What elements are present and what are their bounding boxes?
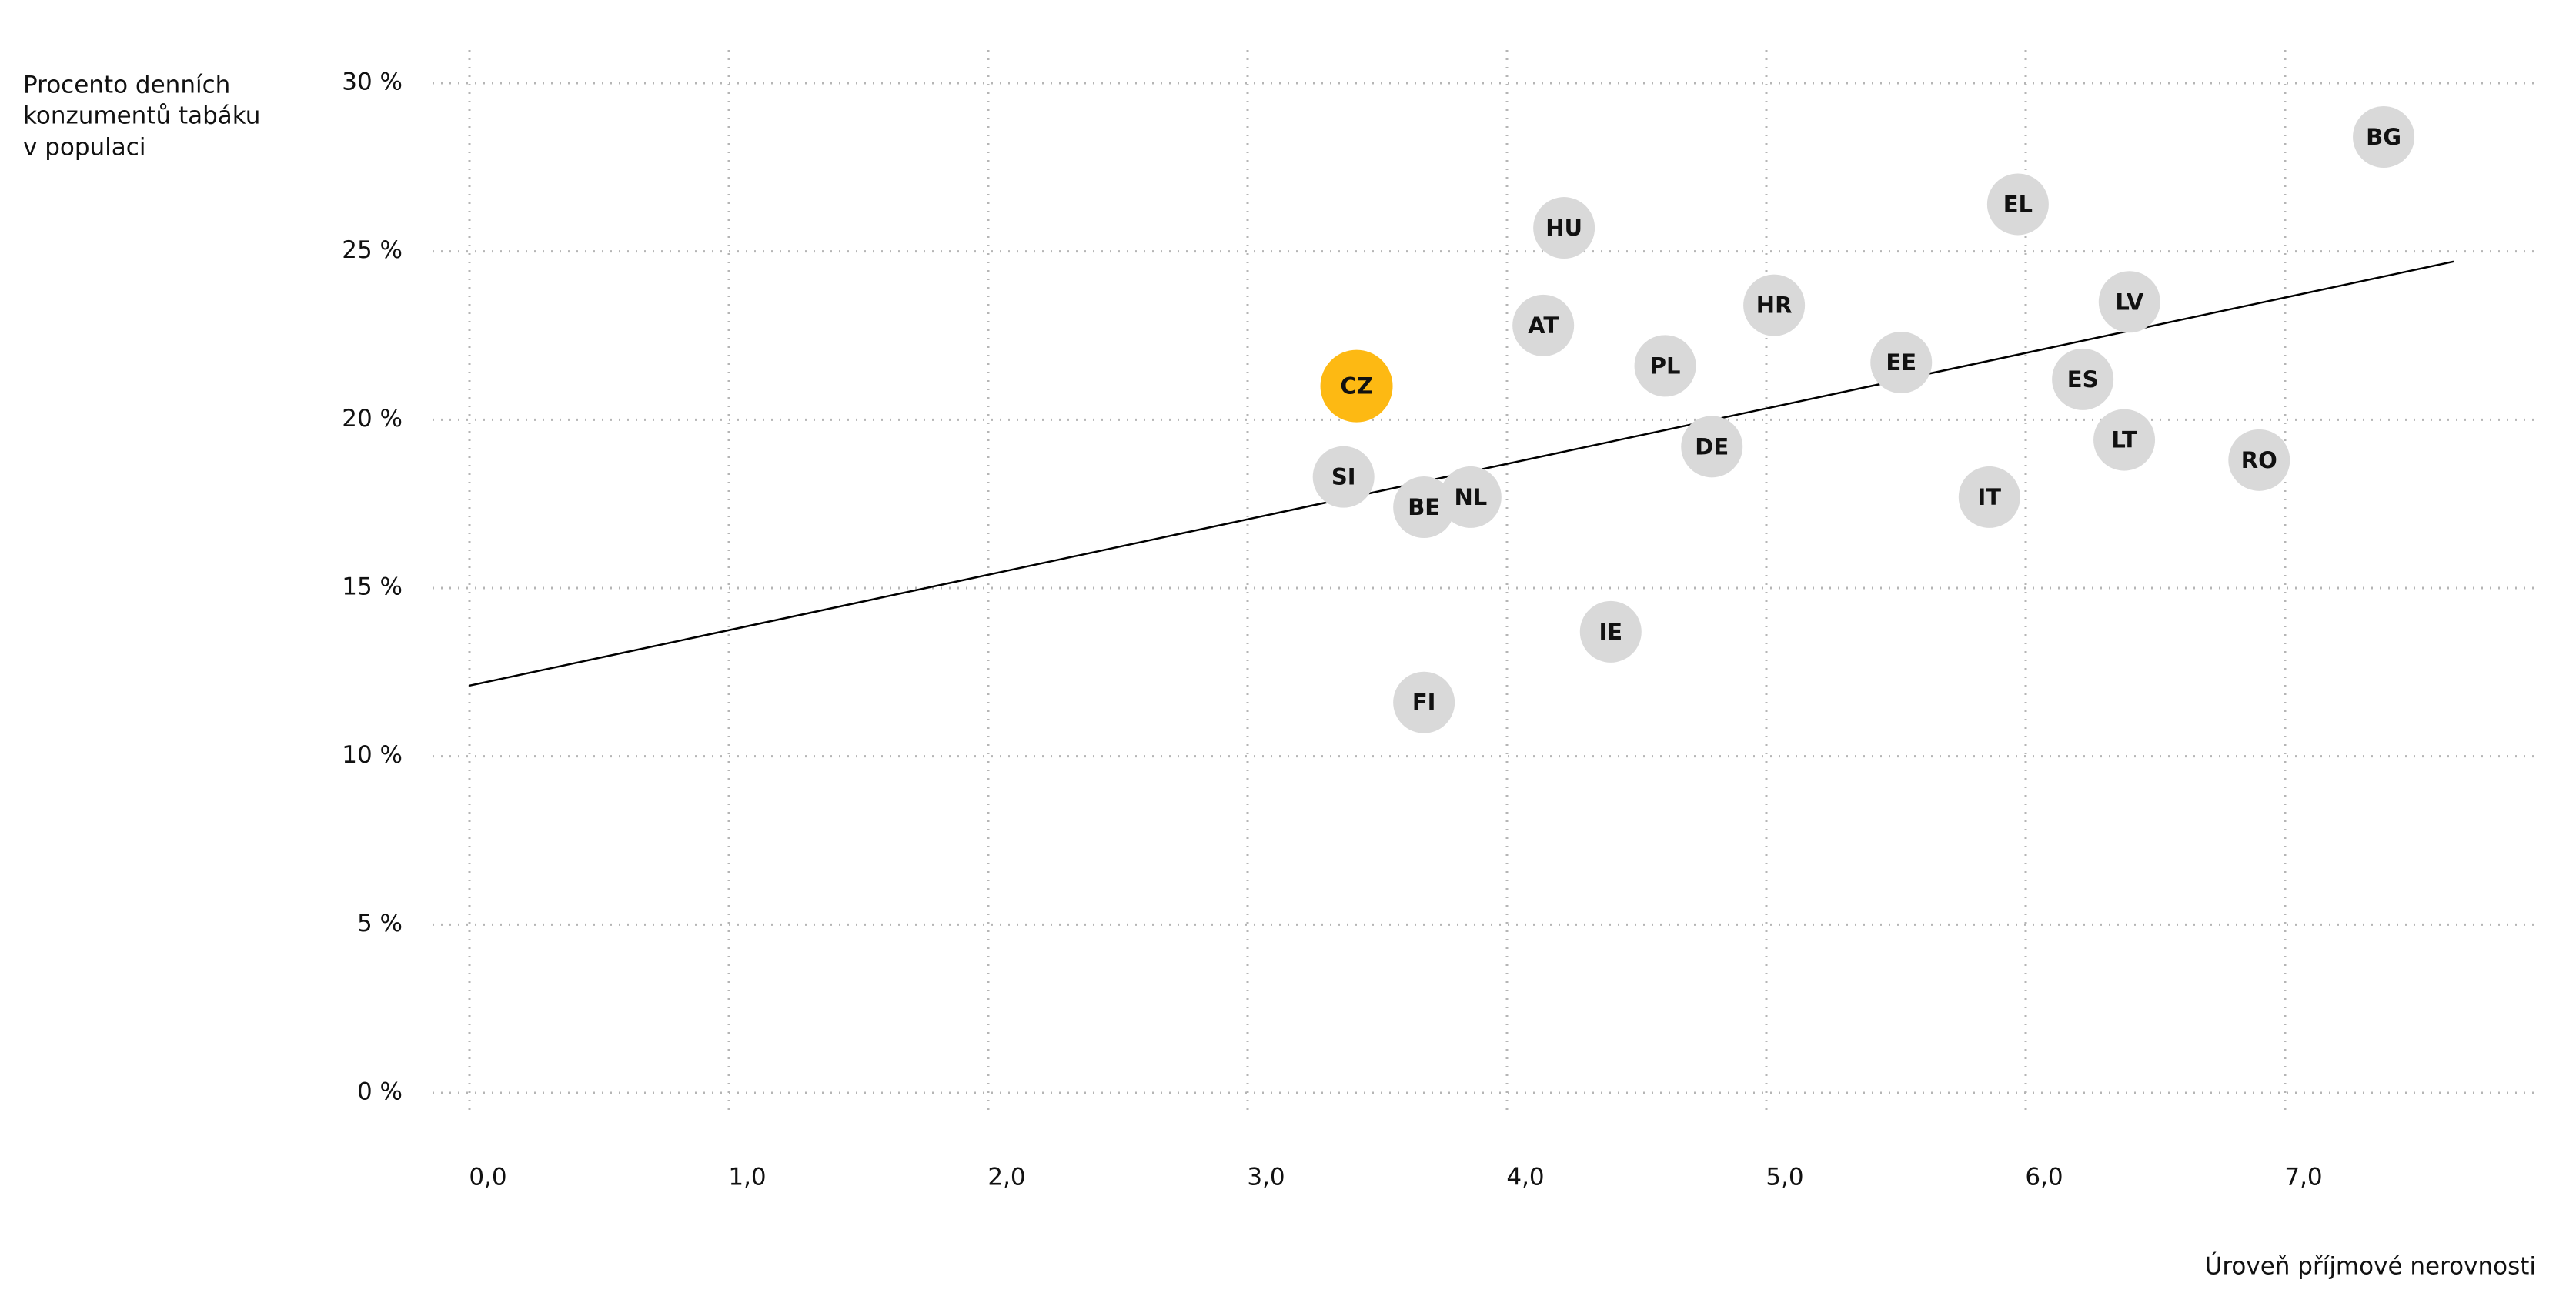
x-tick-label: 0,0: [469, 1164, 506, 1191]
point: [1393, 476, 1455, 539]
point: [2353, 105, 2415, 168]
point-label: PL: [1650, 352, 1681, 379]
point-label: ES: [2067, 366, 2099, 393]
point: [1743, 274, 1806, 336]
point-label: EE: [1886, 349, 1916, 376]
point: [1870, 331, 1933, 393]
x-tick-label: 6,0: [2025, 1164, 2063, 1191]
point: [1579, 600, 1642, 663]
y-tick-label: 5 %: [357, 910, 403, 937]
point: [1512, 294, 1575, 356]
point-label: RO: [2241, 447, 2277, 473]
y-tick-label: 25 %: [342, 236, 403, 264]
point-label: LV: [2115, 289, 2143, 315]
point-label: LT: [2111, 427, 2137, 453]
point: [1393, 671, 1455, 733]
point: [1634, 335, 1696, 397]
point: [2228, 429, 2290, 491]
point-label: SI: [1331, 464, 1356, 490]
point-label: BG: [2366, 124, 2401, 150]
point-label: BE: [1408, 494, 1440, 520]
point: [1681, 416, 1743, 478]
y-tick-label: 0 %: [357, 1078, 403, 1106]
y-tick-label: 30 %: [342, 68, 403, 96]
point-label: IE: [1599, 619, 1622, 645]
x-tick-label: 7,0: [2284, 1164, 2322, 1191]
y-tick-label: 15 %: [342, 573, 403, 601]
point-label: EL: [2003, 191, 2033, 217]
point-label: CZ: [1340, 373, 1372, 399]
x-tick-label: 5,0: [1766, 1164, 1803, 1191]
point: [2093, 409, 2156, 471]
point-label: IT: [1978, 484, 2002, 510]
point-label: HR: [1756, 292, 1793, 319]
x-tick-label: 4,0: [1506, 1164, 1544, 1191]
x-tick-label: 1,0: [728, 1164, 766, 1191]
point: [1320, 349, 1393, 423]
x-axis-title: Úroveň příjmové nerovnosti: [2205, 1252, 2536, 1281]
point-label: HU: [1545, 215, 1582, 241]
y-axis-title: v populaci: [23, 134, 145, 162]
point-label: FI: [1412, 690, 1436, 716]
point: [1312, 446, 1375, 508]
point: [2098, 271, 2160, 333]
y-axis-title: Procento denních: [23, 72, 230, 99]
y-tick-label: 20 %: [342, 405, 403, 433]
point-label: DE: [1695, 433, 1729, 459]
point: [1958, 466, 2020, 528]
x-tick-label: 3,0: [1247, 1164, 1285, 1191]
point: [1533, 197, 1595, 259]
point-label: AT: [1528, 312, 1559, 339]
point: [2052, 348, 2114, 410]
y-axis-title: konzumentů tabáku: [23, 102, 260, 130]
point: [1986, 173, 2049, 236]
point: [1439, 466, 1502, 528]
y-tick-label: 10 %: [342, 741, 403, 769]
point-label: NL: [1454, 484, 1487, 510]
x-tick-label: 2,0: [987, 1164, 1025, 1191]
